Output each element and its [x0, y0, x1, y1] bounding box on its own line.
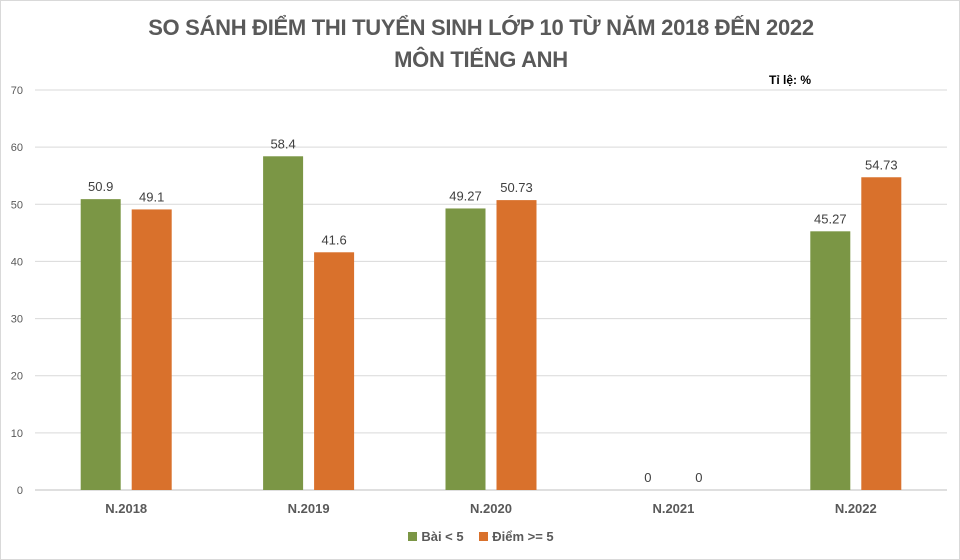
bar: [810, 231, 851, 491]
bar: [861, 177, 902, 490]
y-tick-label: 50: [11, 199, 23, 211]
y-tick-label: 40: [11, 256, 23, 268]
data-label: 58.4: [270, 136, 295, 151]
data-label: 0: [644, 470, 651, 485]
data-label: 0: [695, 470, 702, 485]
y-tick-label: 30: [11, 314, 23, 326]
data-label: 50.73: [500, 180, 533, 195]
chart-subtitle: MÔN TIẾNG ANH: [394, 47, 568, 72]
bar: [496, 200, 537, 490]
data-label: 41.6: [321, 232, 346, 247]
data-label: 50.9: [88, 179, 113, 194]
x-tick-label: N.2019: [288, 501, 330, 516]
data-label: 45.27: [814, 211, 847, 226]
y-tick-label: 20: [11, 371, 23, 383]
legend-swatch: [408, 532, 418, 541]
x-tick-label: N.2021: [652, 501, 694, 516]
legend-swatch: [479, 532, 489, 541]
bar: [314, 252, 355, 490]
y-tick-label: 10: [11, 428, 23, 440]
bar: [263, 156, 304, 491]
legend-item-diem-ge-5: Điểm >= 5: [479, 529, 554, 544]
legend-label: Điểm >= 5: [492, 529, 554, 544]
y-tick-label: 60: [11, 142, 23, 154]
chart-title: SO SÁNH ĐIỂM THI TUYỂN SINH LỚP 10 TỪ NĂ…: [148, 15, 814, 40]
x-tick-label: N.2022: [835, 501, 877, 516]
legend: Bài < 5 Điểm >= 5: [1, 529, 959, 544]
unit-label: Tỉ lệ: %: [769, 73, 812, 87]
y-tick-label: 70: [11, 85, 23, 97]
bar: [445, 208, 486, 490]
legend-item-bai-lt-5: Bài < 5: [408, 529, 464, 544]
x-tick-label: N.2020: [470, 501, 512, 516]
x-tick-label: N.2018: [105, 501, 147, 516]
data-label: 49.1: [139, 189, 164, 204]
legend-label: Bài < 5: [421, 529, 464, 544]
data-label: 54.73: [865, 157, 898, 172]
data-label: 49.27: [449, 188, 482, 203]
bar: [80, 199, 121, 490]
y-tick-label: 0: [17, 485, 23, 497]
bar: [131, 209, 172, 490]
